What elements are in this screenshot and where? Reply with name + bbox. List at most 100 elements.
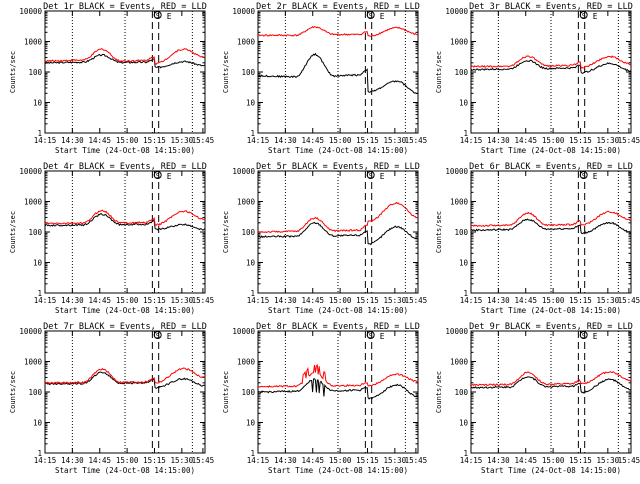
panel-title: Det 9r BLACK = Events, RED = LLD [469, 322, 633, 332]
start-marker-label: S [156, 332, 160, 340]
x-tick-label: 15:30 [171, 136, 194, 145]
y-tick-label: 1 [37, 289, 42, 298]
x-tick-label: 14:30 [487, 456, 510, 465]
lld-series-line [44, 367, 206, 385]
y-tick-label: 100 [28, 68, 42, 77]
start-marker-label: S [582, 12, 586, 20]
y-tick-label: 10 [33, 259, 43, 268]
x-tick-label: 15:30 [597, 296, 620, 305]
end-marker-label: E [380, 332, 385, 341]
x-tick-label: 14:45 [88, 296, 111, 305]
start-marker-circle [366, 11, 375, 19]
y-tick-label: 10 [459, 259, 469, 268]
x-axis-label: Start Time (24-Oct-08 14:15:00) [481, 146, 621, 155]
x-tick-label: 15:00 [116, 456, 139, 465]
panel-title: Det 7r BLACK = Events, RED = LLD [43, 322, 207, 332]
start-marker-circle [579, 331, 588, 339]
x-axis-label: Start Time (24-Oct-08 14:15:00) [268, 146, 408, 155]
x-axis-label: Start Time (24-Oct-08 14:15:00) [481, 306, 621, 315]
x-tick-label: 14:15 [34, 136, 57, 145]
x-tick-label: 15:00 [329, 136, 352, 145]
events-series-line [257, 378, 419, 400]
x-tick-label: 15:15 [356, 136, 379, 145]
x-tick-label: 14:15 [460, 296, 483, 305]
y-tick-label: 100 [241, 388, 255, 397]
end-marker-label: E [167, 12, 172, 21]
panel-title: Det 3r BLACK = Events, RED = LLD [469, 2, 633, 12]
x-tick-label: 15:15 [356, 456, 379, 465]
y-axis-label: Counts/sec [435, 371, 443, 413]
x-tick-label: 15:15 [356, 296, 379, 305]
x-tick-label: 15:45 [192, 296, 215, 305]
y-tick-label: 1000 [237, 198, 256, 207]
x-tick-label: 15:30 [597, 136, 620, 145]
lld-series-line [257, 25, 419, 37]
y-tick-label: 1 [250, 449, 255, 458]
end-marker-label: E [593, 12, 598, 21]
y-axis-label: Counts/sec [222, 211, 230, 253]
x-tick-label: 15:45 [192, 136, 215, 145]
lld-series-line [470, 210, 632, 228]
x-tick-label: 15:00 [542, 456, 565, 465]
x-tick-label: 15:30 [384, 136, 407, 145]
end-marker-label: E [380, 12, 385, 21]
x-tick-label: 14:15 [34, 296, 57, 305]
events-series-line [44, 53, 206, 69]
x-tick-label: 14:15 [247, 136, 270, 145]
start-marker-circle [579, 171, 588, 179]
panel-det-5r: Det 5r BLACK = Events, RED = LLD 1 10 100 10… [222, 162, 427, 315]
y-tick-label: 10 [33, 99, 43, 108]
panel-title: Det 5r BLACK = Events, RED = LLD [256, 162, 420, 172]
x-tick-label: 14:30 [274, 136, 297, 145]
y-tick-label: 100 [241, 228, 255, 237]
panel-title: Det 8r BLACK = Events, RED = LLD [256, 322, 420, 332]
x-axis-label: Start Time (24-Oct-08 14:15:00) [55, 466, 195, 475]
y-tick-label: 10 [246, 419, 256, 428]
x-tick-label: 14:45 [301, 296, 324, 305]
y-tick-label: 100 [28, 388, 42, 397]
panel-det-4r: Det 4r BLACK = Events, RED = LLD 1 10 100 10… [9, 162, 214, 315]
x-tick-label: 14:45 [301, 456, 324, 465]
x-axis-label: Start Time (24-Oct-08 14:15:00) [268, 306, 408, 315]
x-axis-label: Start Time (24-Oct-08 14:15:00) [481, 466, 621, 475]
panel-det-9r: Det 9r BLACK = Events, RED = LLD 1 10 100 10… [435, 322, 640, 475]
x-tick-label: 14:30 [61, 136, 84, 145]
end-marker-label: E [167, 172, 172, 181]
panel-det-2r: Det 2r BLACK = Events, RED = LLD 1 10 100 10… [222, 2, 427, 155]
start-marker-label: S [369, 12, 373, 20]
start-marker-label: S [582, 172, 586, 180]
lld-series-line [257, 201, 419, 234]
y-tick-label: 1000 [450, 358, 469, 367]
x-tick-label: 14:15 [34, 456, 57, 465]
x-tick-label: 15:30 [171, 296, 194, 305]
events-series-line [470, 59, 632, 74]
y-tick-label: 10 [33, 419, 43, 428]
x-tick-label: 15:00 [542, 136, 565, 145]
start-marker-circle [153, 11, 162, 19]
y-axis-label: Counts/sec [9, 211, 17, 253]
start-marker-circle [153, 331, 162, 339]
events-series-line [470, 376, 632, 394]
events-series-line [257, 52, 419, 95]
y-tick-label: 100 [28, 228, 42, 237]
panel-title: Det 4r BLACK = Events, RED = LLD [43, 162, 207, 172]
x-tick-label: 14:15 [247, 456, 270, 465]
lld-series-line [470, 370, 632, 387]
end-marker-label: E [593, 332, 598, 341]
end-marker-label: E [380, 172, 385, 181]
y-tick-label: 10 [246, 99, 256, 108]
y-tick-label: 1000 [24, 198, 43, 207]
x-tick-label: 15:30 [384, 296, 407, 305]
y-tick-label: 100 [454, 68, 468, 77]
start-marker-circle [366, 331, 375, 339]
x-tick-label: 14:30 [274, 296, 297, 305]
events-series-line [44, 213, 206, 231]
x-tick-label: 15:45 [405, 296, 428, 305]
x-tick-label: 15:15 [143, 456, 166, 465]
x-tick-label: 14:15 [247, 296, 270, 305]
y-tick-label: 10000 [445, 7, 468, 16]
y-tick-label: 10 [459, 99, 469, 108]
lld-series-line [44, 209, 206, 227]
